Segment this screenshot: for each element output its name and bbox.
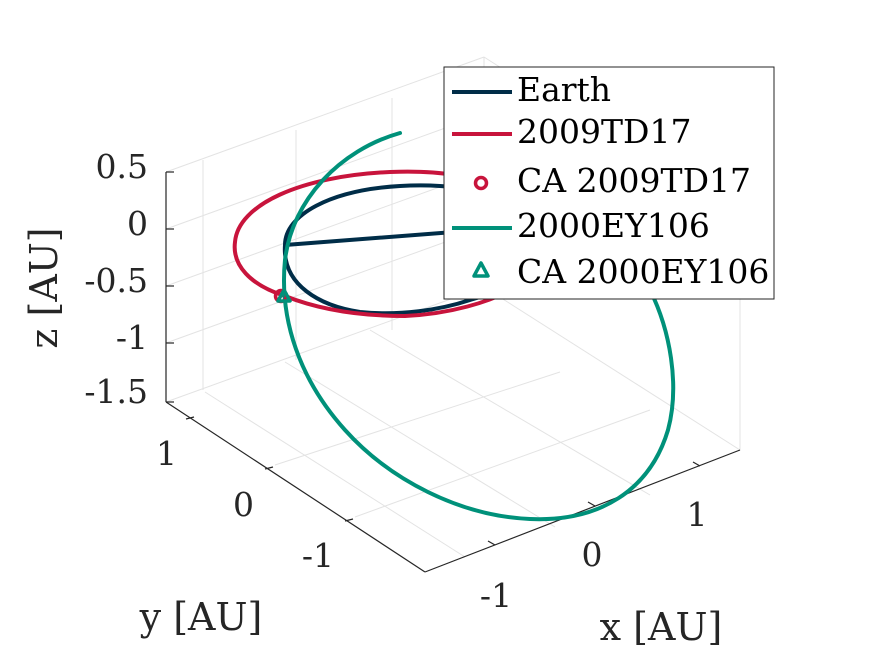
y-tick-mark xyxy=(264,466,274,470)
legend: Earth 2009TD17 CA 2009TD17 2000EY106 CA … xyxy=(443,66,775,300)
legend-box xyxy=(443,66,775,300)
y-tick-label: 0 xyxy=(233,485,254,524)
x-axis-line xyxy=(424,449,741,573)
z-tick-label: 0.5 xyxy=(96,147,148,186)
grid-line xyxy=(284,361,556,528)
legend-label-ca-2009td17: CA 2009TD17 xyxy=(517,161,751,200)
y-axis-label: y [AU] xyxy=(139,595,263,639)
y-tick-label: -1 xyxy=(302,536,334,575)
z-axis-label: z [AU] xyxy=(22,227,66,348)
x-axis-label: x [AU] xyxy=(600,605,723,649)
y-tick-labels: 1 0 -1 xyxy=(156,434,334,575)
grid-line xyxy=(274,371,561,466)
closest-approach-markers xyxy=(273,288,292,304)
z-tick-label: -1.5 xyxy=(84,372,148,411)
x-tick-mark xyxy=(587,501,596,507)
y-tick-mark xyxy=(185,416,195,420)
grid-line xyxy=(369,329,651,496)
y-axis-line xyxy=(165,401,426,573)
legend-label-earth: Earth xyxy=(517,70,611,109)
y-tick-mark xyxy=(344,518,354,522)
x-tick-mark xyxy=(487,540,496,546)
legend-label-2000ey106: 2000EY106 xyxy=(517,206,710,245)
y-tick-label: 1 xyxy=(156,434,177,473)
x-tick-mark xyxy=(692,461,701,467)
orbit-line-2000ey106 xyxy=(282,131,676,522)
x-tick-label: 1 xyxy=(687,495,708,534)
x-tick-labels: -1 0 1 xyxy=(480,495,708,615)
marker-ca-2000ey106 xyxy=(276,288,292,303)
grid-line xyxy=(354,409,651,518)
grid-line xyxy=(165,56,485,173)
legend-label-2009td17: 2009TD17 xyxy=(517,112,691,151)
grid-line xyxy=(483,286,741,451)
legend-marker-ca-2000ey106 xyxy=(472,261,490,278)
grid-line xyxy=(165,227,485,344)
axis-lines xyxy=(165,171,741,573)
z-tick-label: 0 xyxy=(127,204,148,243)
z-tick-labels: 0.5 0 -0.5 -1 -1.5 xyxy=(84,147,148,411)
x-tick-label: -1 xyxy=(480,576,512,615)
grid-line xyxy=(165,113,485,230)
x-tick-label: 0 xyxy=(582,535,603,574)
grid-line xyxy=(204,391,466,558)
grid-line xyxy=(165,170,485,287)
legend-label-ca-2000ey106: CA 2000EY106 xyxy=(517,252,769,291)
legend-marker-ca-2009td17 xyxy=(473,175,489,191)
z-tick-label: -1 xyxy=(116,318,148,357)
grid-line xyxy=(165,286,485,403)
z-tick-label: -0.5 xyxy=(84,261,148,300)
